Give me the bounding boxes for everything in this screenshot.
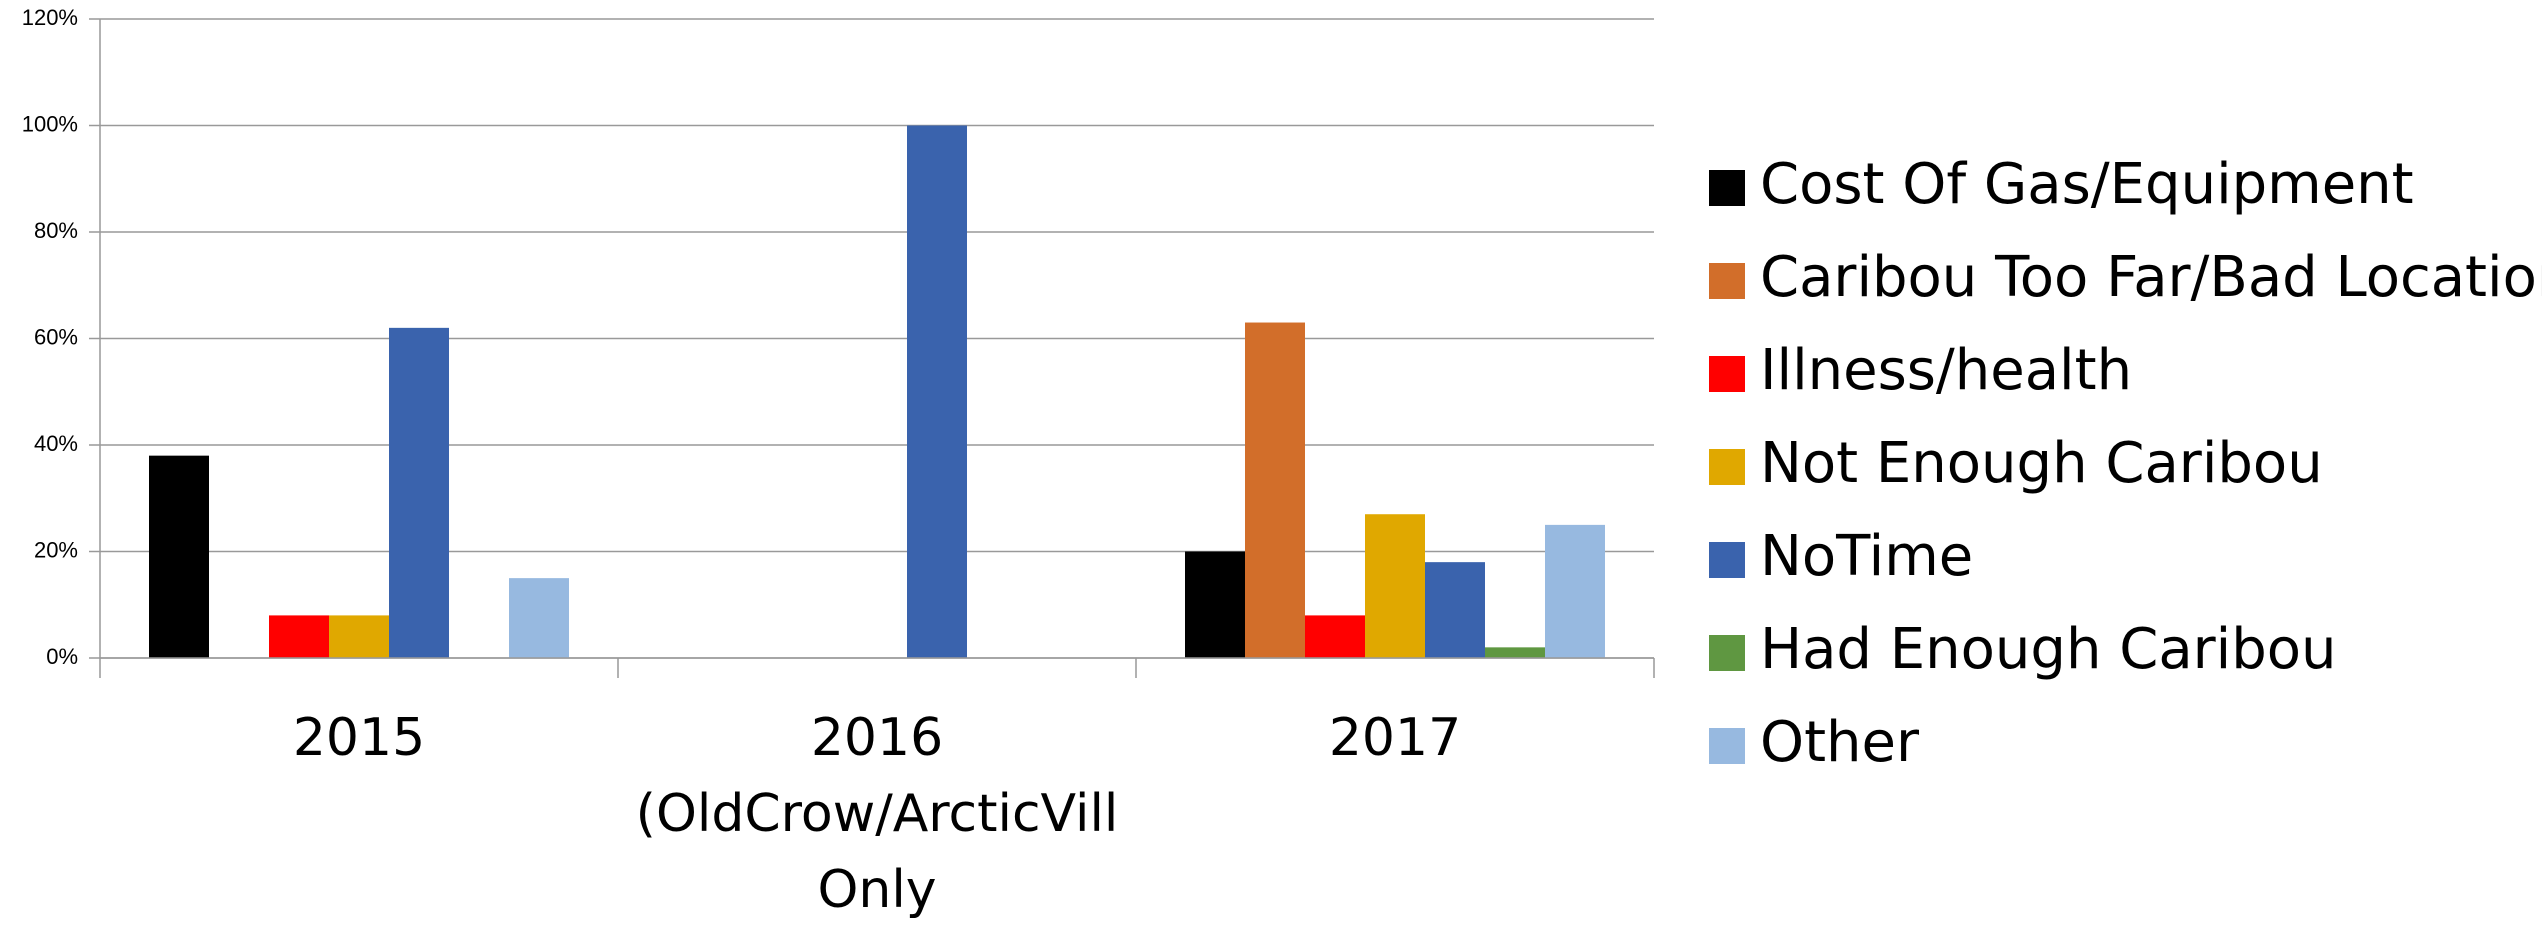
x-label-box: 2017 bbox=[1328, 708, 1462, 768]
bar bbox=[1485, 647, 1545, 658]
legend-label: Had Enough Caribou bbox=[1760, 617, 2337, 682]
x-label-box: 2015 bbox=[292, 708, 426, 768]
y-tick-label: 80% bbox=[34, 218, 78, 243]
y-tick-label: 0% bbox=[46, 644, 78, 669]
bar bbox=[1305, 615, 1365, 658]
bar bbox=[389, 327, 449, 658]
bar bbox=[1425, 562, 1485, 658]
legend-label: Caribou Too Far/Bad Location bbox=[1760, 245, 2542, 310]
bar bbox=[907, 125, 967, 658]
legend-label: Cost Of Gas/Equipment bbox=[1760, 152, 2414, 217]
y-tick-label: 40% bbox=[34, 431, 78, 456]
x-tick-label: 2015 bbox=[292, 708, 426, 768]
y-tick-label: 60% bbox=[34, 324, 78, 349]
y-tick-label: 120% bbox=[22, 5, 78, 30]
x-tick-label: 2016 (OldCrow/ArcticVill Only bbox=[635, 708, 1119, 920]
bar bbox=[1545, 524, 1605, 658]
legend-swatch bbox=[1709, 635, 1745, 671]
bar bbox=[1245, 322, 1305, 658]
y-tick-label: 100% bbox=[22, 111, 78, 136]
bar bbox=[149, 455, 209, 658]
legend-swatch bbox=[1709, 356, 1745, 392]
legend-swatch bbox=[1709, 263, 1745, 299]
legend-swatch bbox=[1709, 170, 1745, 206]
bar bbox=[269, 615, 329, 658]
legend-label: Not Enough Caribou bbox=[1760, 431, 2323, 496]
legend-swatch bbox=[1709, 728, 1745, 764]
legend-label: Illness/health bbox=[1760, 338, 2132, 403]
legend-label: NoTime bbox=[1760, 524, 1973, 589]
bar bbox=[1185, 551, 1245, 658]
bar bbox=[1365, 514, 1425, 658]
bar bbox=[509, 578, 569, 658]
y-tick-label: 20% bbox=[34, 537, 78, 562]
legend-swatch bbox=[1709, 449, 1745, 485]
x-label-box: 2016 (OldCrow/ArcticVill Only bbox=[635, 708, 1119, 920]
legend-label: Other bbox=[1760, 710, 1920, 775]
x-tick-label: 2017 bbox=[1328, 708, 1462, 768]
legend-swatch bbox=[1709, 542, 1745, 578]
bar bbox=[329, 615, 389, 658]
